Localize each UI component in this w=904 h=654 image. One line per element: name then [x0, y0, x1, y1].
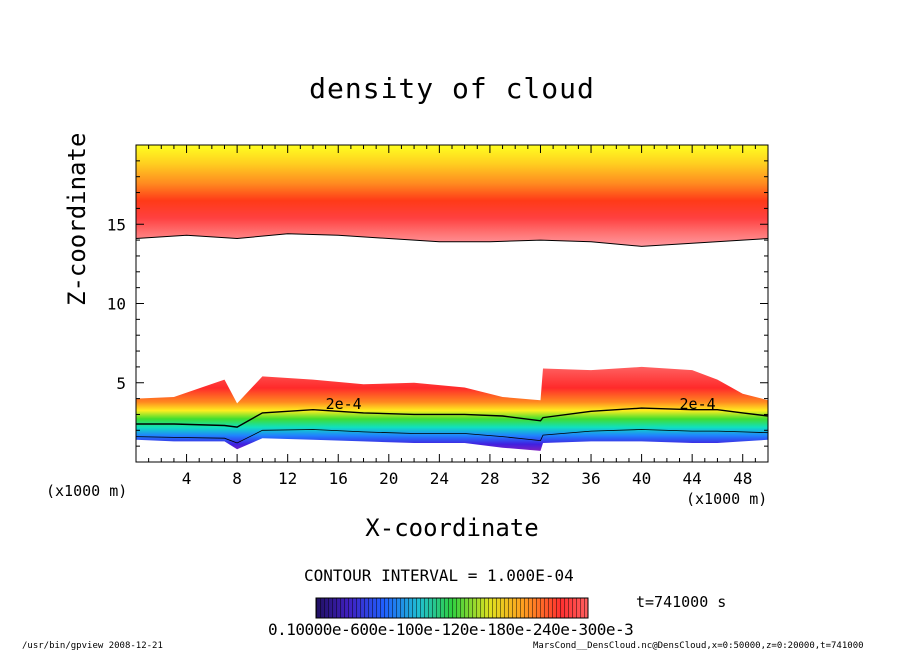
y-tick-label: 5: [116, 374, 126, 393]
x-unit-label-right: (x1000 m): [686, 490, 768, 508]
footer-program-info: /usr/bin/gpview 2008-12-21: [22, 641, 163, 651]
x-tick-label: 44: [683, 469, 702, 488]
x-tick-label: 12: [278, 469, 297, 488]
x-tick-label: 48: [733, 469, 752, 488]
x-tick-label: 20: [379, 469, 398, 488]
colorbar-frame: [315, 597, 589, 619]
contour-line-2e-4: [136, 407, 768, 428]
colorbar-stripes: [316, 598, 588, 618]
y-axis-label: Z-coordinate: [63, 132, 91, 306]
x-tick-label: 36: [581, 469, 600, 488]
x-axis-ticks: 4 8 12 16 20 24 28 32 36 40 44 48: [148, 145, 756, 488]
x-tick-label: 24: [430, 469, 449, 488]
upper-cloud-layer: [136, 145, 768, 247]
contour-line-lower: [136, 429, 768, 444]
y-tick-label: 15: [107, 215, 126, 234]
x-unit-label-left: (x1000 m): [46, 482, 128, 500]
x-tick-label: 4: [182, 469, 192, 488]
contour-label-1: 2e-4: [326, 395, 362, 413]
x-tick-label: 28: [480, 469, 499, 488]
contour-label-2: 2e-4: [680, 395, 716, 413]
y-tick-label: 10: [107, 295, 126, 314]
colorbar-tick-labels: 0.10000e-600e-100e-120e-180e-240e-300e-3: [268, 620, 634, 639]
x-axis-label: X-coordinate: [365, 514, 539, 542]
y-axis-ticks: 5 10 15: [107, 160, 768, 447]
chart-title: density of cloud: [309, 72, 595, 105]
x-tick-label: 40: [632, 469, 651, 488]
footer-file-info: MarsCond__DensCloud.nc@DensCloud,x=0:500…: [533, 641, 864, 651]
upper-layer-contour-line: [136, 233, 768, 247]
time-label: t=741000 s: [636, 593, 727, 611]
x-tick-label: 16: [329, 469, 348, 488]
contour-interval-text: CONTOUR INTERVAL = 1.000E-04: [304, 566, 574, 585]
x-tick-label: 32: [531, 469, 550, 488]
x-tick-label: 8: [232, 469, 242, 488]
